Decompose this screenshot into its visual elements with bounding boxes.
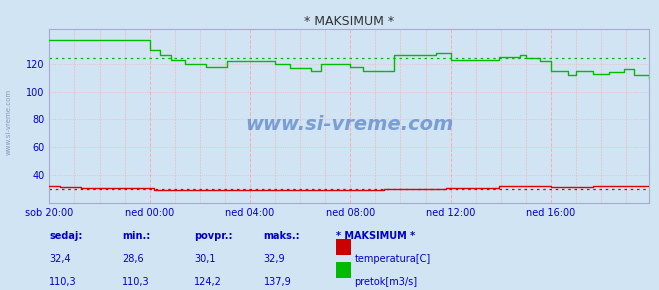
Text: sedaj:: sedaj: [49, 231, 83, 240]
Text: 32,9: 32,9 [264, 254, 285, 264]
Text: www.si-vreme.com: www.si-vreme.com [5, 89, 12, 155]
Text: povpr.:: povpr.: [194, 231, 233, 240]
Text: temperatura[C]: temperatura[C] [355, 254, 431, 264]
Text: www.si-vreme.com: www.si-vreme.com [245, 115, 453, 134]
Text: 137,9: 137,9 [264, 277, 291, 287]
Text: 124,2: 124,2 [194, 277, 222, 287]
Text: maks.:: maks.: [264, 231, 301, 240]
Text: * MAKSIMUM *: * MAKSIMUM * [336, 231, 415, 240]
Text: pretok[m3/s]: pretok[m3/s] [355, 277, 418, 287]
Text: 110,3: 110,3 [122, 277, 150, 287]
Text: 30,1: 30,1 [194, 254, 216, 264]
Title: * MAKSIMUM *: * MAKSIMUM * [304, 15, 394, 28]
Text: 32,4: 32,4 [49, 254, 71, 264]
Text: 110,3: 110,3 [49, 277, 77, 287]
Text: 28,6: 28,6 [122, 254, 144, 264]
Text: min.:: min.: [122, 231, 150, 240]
